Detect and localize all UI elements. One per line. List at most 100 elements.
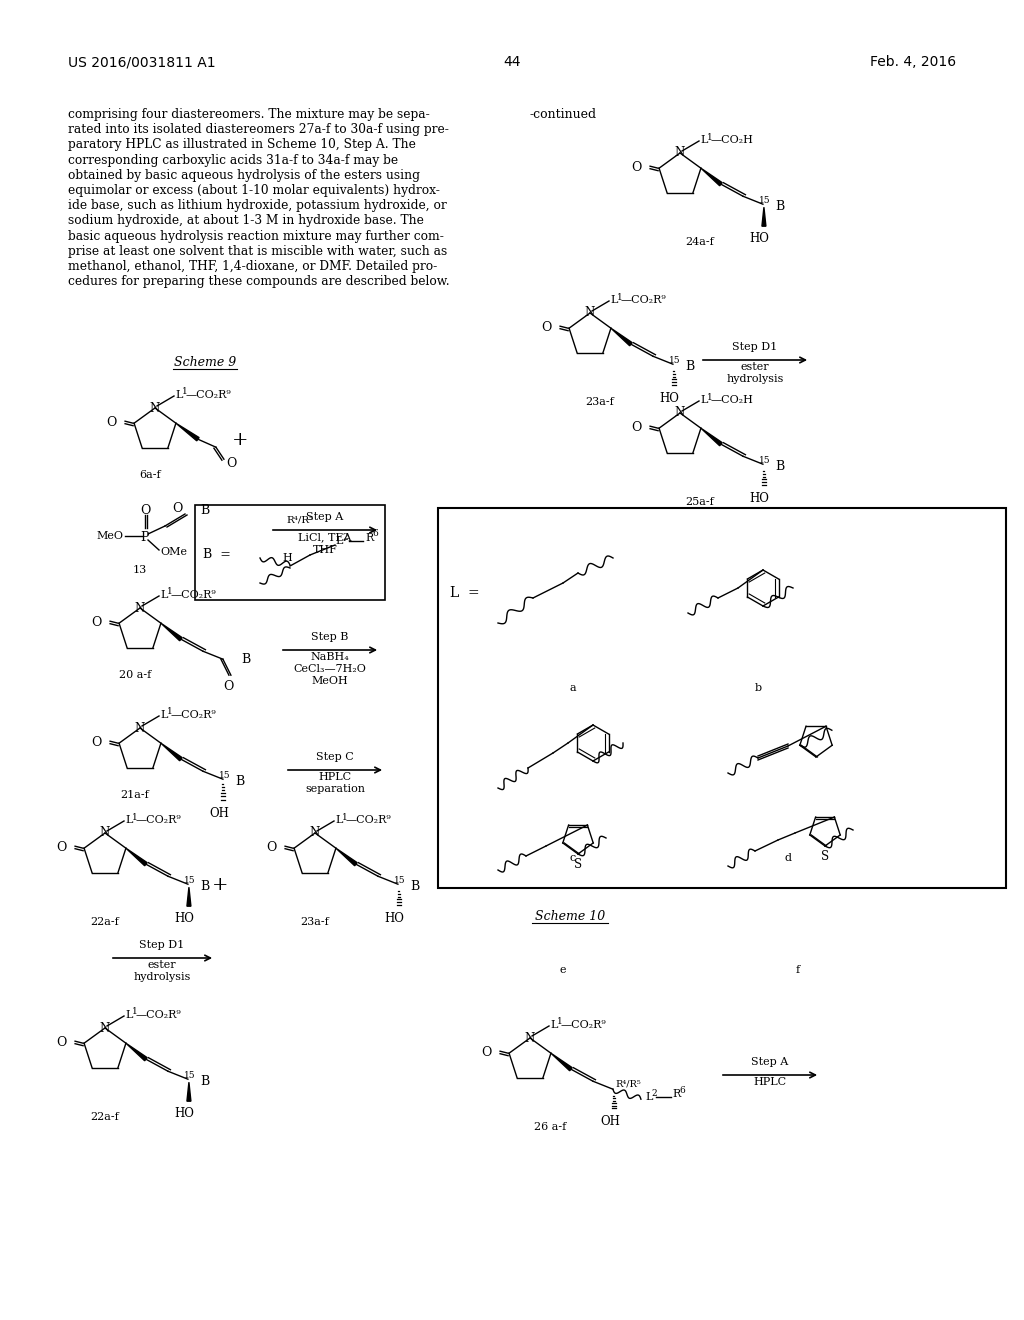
Text: 1: 1 — [342, 813, 348, 821]
Text: L: L — [160, 710, 167, 719]
Text: comprising four diastereomers. The mixture may be sepa-: comprising four diastereomers. The mixtu… — [68, 108, 430, 121]
Text: L: L — [335, 814, 342, 825]
Text: Feb. 4, 2016: Feb. 4, 2016 — [869, 55, 956, 69]
Text: N: N — [100, 826, 111, 840]
Text: MeO: MeO — [96, 531, 123, 541]
Text: HO: HO — [174, 912, 194, 925]
Polygon shape — [176, 424, 199, 441]
Text: d: d — [784, 853, 792, 863]
Text: 1: 1 — [557, 1018, 563, 1027]
Text: O: O — [542, 321, 552, 334]
Text: O: O — [223, 680, 234, 693]
Text: equimolar or excess (about 1-10 molar equivalents) hydrox-: equimolar or excess (about 1-10 molar eq… — [68, 183, 440, 197]
Text: paratory HPLC as illustrated in Scheme 10, Step A. The: paratory HPLC as illustrated in Scheme 1… — [68, 139, 416, 152]
Polygon shape — [126, 849, 147, 866]
Text: —CO₂R⁹: —CO₂R⁹ — [136, 1010, 181, 1020]
Text: ester: ester — [740, 362, 769, 372]
Text: 6: 6 — [679, 1086, 685, 1094]
Text: —CO₂R⁹: —CO₂R⁹ — [171, 590, 217, 601]
Text: B: B — [241, 652, 250, 665]
Text: 13: 13 — [133, 565, 147, 576]
Text: 25a-f: 25a-f — [686, 498, 715, 507]
Text: -continued: -continued — [530, 108, 597, 121]
Text: B: B — [200, 879, 209, 892]
Text: 1: 1 — [167, 708, 173, 717]
Text: 15: 15 — [184, 876, 196, 886]
Text: 1: 1 — [182, 388, 187, 396]
Text: Scheme 10: Scheme 10 — [535, 909, 605, 923]
Text: HO: HO — [174, 1107, 194, 1121]
Text: ester: ester — [147, 960, 176, 970]
Text: B: B — [234, 775, 244, 788]
Polygon shape — [187, 887, 190, 907]
Text: 23a-f: 23a-f — [301, 917, 330, 927]
Text: L: L — [610, 294, 617, 305]
Text: HPLC: HPLC — [754, 1077, 786, 1086]
Text: methanol, ethanol, THF, 1,4-dioxane, or DMF. Detailed pro-: methanol, ethanol, THF, 1,4-dioxane, or … — [68, 260, 437, 273]
Polygon shape — [126, 1043, 147, 1061]
Text: N: N — [675, 407, 685, 420]
Text: Step D1: Step D1 — [732, 342, 777, 352]
Polygon shape — [161, 743, 182, 760]
Text: —CO₂R⁹: —CO₂R⁹ — [621, 294, 667, 305]
Text: 2: 2 — [652, 1089, 657, 1098]
Text: L  =: L = — [450, 586, 479, 601]
Text: S: S — [573, 858, 582, 871]
Bar — [438, 508, 1006, 888]
Text: —CO₂H: —CO₂H — [711, 395, 754, 405]
Text: B: B — [775, 199, 784, 213]
Text: B: B — [200, 1074, 209, 1088]
Text: O: O — [140, 503, 151, 516]
Text: b: b — [755, 682, 762, 693]
Text: R⁴/R⁵: R⁴/R⁵ — [615, 1080, 641, 1088]
Polygon shape — [611, 329, 632, 346]
Text: L: L — [125, 1010, 132, 1020]
Text: O: O — [92, 615, 102, 628]
Polygon shape — [161, 623, 182, 640]
Text: a: a — [569, 682, 577, 693]
Text: B: B — [775, 459, 784, 473]
Text: N: N — [525, 1031, 536, 1044]
Text: —CO₂R⁹: —CO₂R⁹ — [186, 389, 231, 400]
Text: N: N — [135, 722, 145, 734]
Text: 20 a-f: 20 a-f — [119, 671, 152, 680]
Polygon shape — [762, 207, 766, 226]
Text: prise at least one solvent that is miscible with water, such as: prise at least one solvent that is misci… — [68, 244, 447, 257]
Text: O: O — [632, 421, 642, 434]
Text: O: O — [56, 1036, 68, 1048]
Text: rated into its isolated diastereomers 27a-f to 30a-f using pre-: rated into its isolated diastereomers 27… — [68, 123, 449, 136]
Text: 22a-f: 22a-f — [91, 917, 120, 927]
Text: hydrolysis: hydrolysis — [133, 972, 190, 982]
Text: N: N — [585, 306, 595, 319]
Text: Step B: Step B — [311, 632, 349, 642]
Text: basic aqueous hydrolysis reaction mixture may further com-: basic aqueous hydrolysis reaction mixtur… — [68, 230, 443, 243]
Text: ide base, such as lithium hydroxide, potassium hydroxide, or: ide base, such as lithium hydroxide, pot… — [68, 199, 446, 213]
Text: f: f — [796, 965, 800, 975]
Text: NaBH₄: NaBH₄ — [310, 652, 349, 663]
Text: 21a-f: 21a-f — [121, 789, 150, 800]
Text: R: R — [672, 1089, 680, 1100]
Text: e: e — [560, 965, 566, 975]
Text: L: L — [175, 389, 182, 400]
Text: —CO₂R⁹: —CO₂R⁹ — [136, 814, 181, 825]
Text: —CO₂R⁹: —CO₂R⁹ — [346, 814, 392, 825]
Text: O: O — [172, 502, 182, 515]
Text: O: O — [106, 416, 117, 429]
Text: L: L — [700, 135, 708, 145]
Text: B: B — [685, 360, 694, 372]
Text: Step A: Step A — [752, 1057, 788, 1067]
Text: 15: 15 — [184, 1072, 196, 1080]
Text: —CO₂R⁹: —CO₂R⁹ — [561, 1020, 607, 1030]
Text: O: O — [632, 161, 642, 174]
Text: cedures for preparing these compounds are described below.: cedures for preparing these compounds ar… — [68, 275, 450, 288]
Text: L: L — [700, 395, 708, 405]
Text: L: L — [125, 814, 132, 825]
Text: LiCl, TEA: LiCl, TEA — [298, 532, 352, 543]
Text: L: L — [160, 590, 167, 601]
Text: H: H — [283, 553, 292, 564]
Text: L: L — [550, 1020, 557, 1030]
Text: 24a-f: 24a-f — [686, 238, 715, 247]
Text: —CO₂R⁹: —CO₂R⁹ — [171, 710, 217, 719]
Text: O: O — [481, 1045, 493, 1059]
Text: N: N — [150, 401, 160, 414]
